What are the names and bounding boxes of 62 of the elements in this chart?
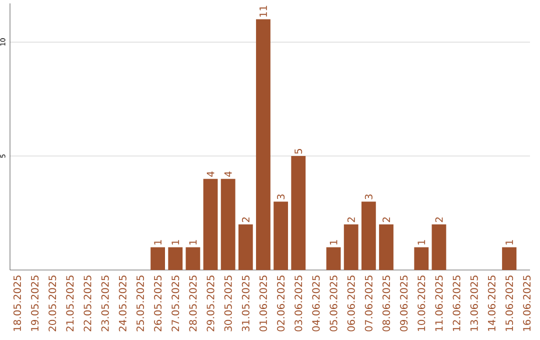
data-label: 11 bbox=[260, 6, 267, 17]
x-tick-label: 05.06.2025 bbox=[330, 276, 338, 332]
x-tick-label: 28.05.2025 bbox=[189, 276, 197, 332]
x-tick-label: 12.06.2025 bbox=[452, 276, 460, 331]
bar bbox=[150, 247, 165, 270]
bar bbox=[432, 224, 446, 270]
x-tick-label: 10.06.2025 bbox=[418, 276, 426, 331]
x-tick-label: 29.05.2025 bbox=[206, 276, 214, 332]
bar bbox=[326, 247, 341, 270]
x-tick-label: 24.05.2025 bbox=[118, 276, 126, 332]
data-label: 1 bbox=[330, 240, 338, 244]
x-tick-label: 14.06.2025 bbox=[488, 276, 496, 331]
x-tick-label: 31.05.2025 bbox=[242, 276, 250, 332]
x-tick-label: 02.06.2025 bbox=[277, 276, 285, 332]
data-label: 2 bbox=[347, 217, 355, 222]
data-label: 1 bbox=[506, 240, 513, 244]
x-tick-label: 25.05.2025 bbox=[136, 276, 144, 332]
data-label: 1 bbox=[189, 240, 197, 244]
bar bbox=[274, 202, 288, 270]
x-tick-label: 16.06.2025 bbox=[523, 276, 531, 331]
bar bbox=[168, 247, 183, 270]
bar bbox=[344, 224, 358, 270]
bar bbox=[220, 178, 236, 270]
x-tick-label: 11.06.2025 bbox=[435, 276, 443, 331]
data-label: 4 bbox=[224, 171, 232, 177]
x-tick-label: 15.06.2025 bbox=[505, 276, 514, 331]
bar bbox=[256, 19, 270, 270]
bar bbox=[361, 202, 376, 270]
x-tick-label: 04.06.2025 bbox=[312, 276, 320, 332]
x-tick-label: 01.06.2025 bbox=[259, 276, 268, 332]
data-label: 4 bbox=[206, 171, 214, 177]
data-label: 2 bbox=[242, 217, 250, 222]
bar bbox=[238, 224, 253, 270]
x-tick-label: 30.05.2025 bbox=[224, 276, 232, 332]
x-tick-label: 27.05.2025 bbox=[172, 276, 180, 332]
data-label: 3 bbox=[364, 194, 372, 200]
data-label: 1 bbox=[154, 240, 162, 244]
x-tick-label: 18.05.2025 bbox=[13, 276, 21, 331]
x-tick-label: 07.06.2025 bbox=[364, 276, 372, 332]
bar bbox=[291, 156, 306, 270]
x-tick-label: 19.05.2025 bbox=[30, 276, 39, 331]
x-tick-label: 09.06.2025 bbox=[400, 276, 408, 332]
x-tick-label: 03.06.2025 bbox=[294, 276, 302, 332]
x-tick-label: 06.06.2025 bbox=[347, 276, 355, 332]
x-tick-label: 13.06.2025 bbox=[470, 276, 478, 331]
bar bbox=[186, 247, 200, 270]
x-tick-label: 23.05.2025 bbox=[101, 276, 109, 332]
data-label: 3 bbox=[277, 194, 285, 200]
x-tick-label: 08.06.2025 bbox=[382, 276, 390, 332]
data-label: 1 bbox=[418, 240, 426, 244]
bar bbox=[414, 247, 429, 270]
data-label: 2 bbox=[382, 217, 390, 222]
x-tick-label: 21.05.2025 bbox=[66, 276, 74, 332]
data-label: 2 bbox=[435, 217, 443, 222]
bar bbox=[379, 224, 394, 270]
x-tick-label: 26.05.2025 bbox=[154, 276, 162, 332]
data-label: 5 bbox=[294, 148, 302, 154]
x-tick-label: 20.05.2025 bbox=[48, 276, 56, 332]
x-tick-label: 22.05.2025 bbox=[84, 276, 92, 332]
bar bbox=[502, 247, 516, 270]
bar bbox=[203, 178, 218, 270]
data-label: 1 bbox=[172, 240, 180, 244]
